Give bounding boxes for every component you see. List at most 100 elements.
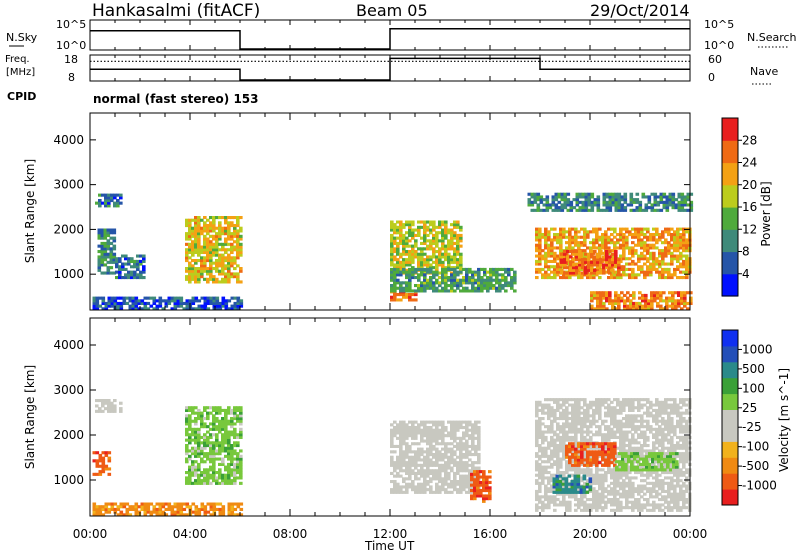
heatmap-cell: [539, 208, 544, 212]
heatmap-cell: [468, 444, 472, 448]
heatmap-cell: [456, 463, 460, 467]
heatmap-cell: [444, 233, 448, 237]
heatmap-cell: [417, 453, 421, 457]
heatmap-cell: [488, 470, 492, 474]
heatmap-cell: [593, 198, 598, 202]
heatmap-cell: [218, 234, 222, 238]
heatmap-cell: [459, 236, 463, 240]
heatmap-cell: [631, 273, 635, 277]
heatmap-cell: [577, 408, 581, 412]
heatmap-cell: [215, 441, 219, 445]
heatmap-cell: [571, 422, 575, 426]
heatmap-cell: [215, 261, 219, 265]
heatmap-cell: [617, 206, 622, 210]
heatmap-cell: [429, 450, 433, 454]
heatmap-cell: [125, 296, 130, 300]
heatmap-cell: [613, 417, 617, 421]
heatmap-cell: [569, 266, 573, 270]
heatmap-cell: [556, 262, 560, 266]
heatmap-cell: [236, 240, 240, 244]
heatmap-cell: [239, 226, 243, 230]
heatmap-cell: [450, 442, 454, 446]
heatmap-cell: [569, 255, 573, 259]
heatmap-cell: [188, 275, 192, 279]
heatmap-cell: [399, 466, 403, 470]
heatmap-cell: [465, 420, 469, 424]
heatmap-cell: [167, 301, 172, 305]
heatmap-cell: [432, 436, 436, 440]
heatmap-cell: [644, 307, 648, 311]
heatmap-cell: [492, 267, 496, 271]
heatmap-cell: [628, 251, 632, 255]
heatmap-cell: [459, 447, 463, 451]
heatmap-cell: [408, 474, 412, 478]
heatmap-cell: [432, 223, 436, 227]
heatmap-cell: [541, 235, 545, 239]
heatmap-cell: [598, 500, 602, 504]
heatmap-cell: [474, 431, 478, 435]
heatmap-cell: [191, 299, 196, 303]
heatmap-cell: [224, 221, 228, 225]
heatmap-cell: [595, 489, 599, 493]
heatmap-cell: [559, 460, 563, 464]
heatmap-cell: [107, 196, 111, 200]
heatmap-cell: [571, 457, 575, 461]
heatmap-cell: [459, 284, 463, 288]
heatmap-cell: [405, 423, 409, 427]
heatmap-cell: [221, 481, 225, 485]
heatmap-cell: [239, 299, 244, 303]
heatmap-cell: [92, 301, 97, 305]
heatmap-cell: [470, 478, 474, 482]
heatmap-cell: [224, 449, 228, 453]
heatmap-cell: [680, 203, 685, 207]
heatmap-cell: [453, 241, 457, 245]
beam-title: Beam 05: [356, 1, 428, 20]
heatmap-cell: [239, 216, 243, 220]
heatmap-cell: [586, 471, 590, 475]
heatmap-cell: [233, 417, 237, 421]
heatmap-cell: [104, 401, 108, 405]
heatmap-cell: [556, 446, 560, 450]
heatmap-cell: [227, 510, 232, 514]
heatmap-cell: [655, 259, 659, 263]
heatmap-cell: [417, 485, 421, 489]
heatmap-cell: [408, 289, 412, 293]
heatmap-cell: [575, 208, 580, 212]
heatmap-cell: [124, 262, 128, 266]
heatmap-cell: [402, 426, 406, 430]
heatmap-cell: [101, 399, 105, 403]
heatmap-cell: [583, 233, 587, 237]
heatmap-cell: [417, 469, 421, 473]
heatmap-cell: [480, 267, 484, 271]
heatmap-cell: [438, 281, 442, 285]
heatmap-cell: [495, 278, 499, 282]
heatmap-cell: [611, 203, 616, 207]
heatmap-cell: [583, 227, 587, 231]
heatmap-cell: [596, 299, 600, 303]
heatmap-cell: [227, 457, 231, 461]
heatmap-cell: [194, 269, 198, 273]
heatmap-cell: [616, 273, 620, 277]
heatmap-cell: [641, 192, 646, 196]
heatmap-cell: [405, 260, 409, 264]
heatmap-cell: [435, 474, 439, 478]
heatmap-cell: [628, 257, 632, 261]
heatmap-cell: [575, 252, 579, 256]
heatmap-cell: [619, 484, 623, 488]
heatmap-cell: [679, 270, 683, 274]
heatmap-cell: [215, 406, 219, 410]
heatmap-cell: [625, 273, 629, 277]
heatmap-cell: [227, 264, 231, 268]
heatmap-cell: [665, 208, 670, 212]
heatmap-cell: [106, 244, 111, 248]
heatmap-cell: [587, 200, 592, 204]
heatmap-cell: [447, 482, 451, 486]
heatmap-cell: [206, 307, 211, 311]
heatmap-cell: [444, 474, 448, 478]
heatmap-cell: [420, 428, 424, 432]
heatmap-cell: [408, 267, 412, 271]
heatmap-cell: [390, 239, 394, 243]
heatmap-cell: [426, 474, 430, 478]
heatmap-cell: [224, 299, 229, 303]
heatmap-cell: [590, 296, 594, 300]
